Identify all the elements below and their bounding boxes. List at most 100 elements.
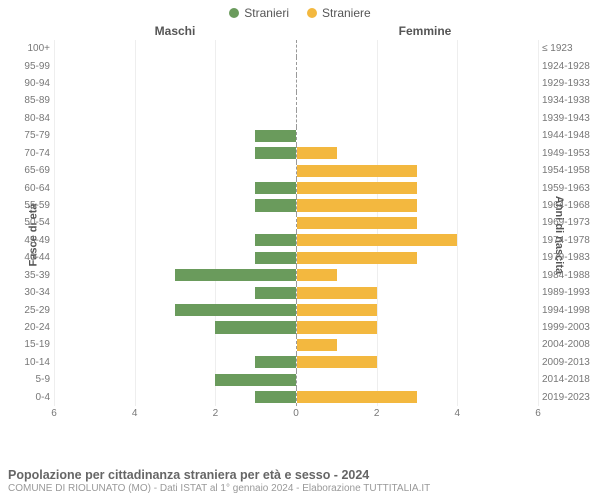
bar-female [297, 165, 418, 177]
age-label: 30-34 [6, 287, 50, 298]
male-half [54, 336, 297, 353]
age-label: 15-19 [6, 339, 50, 350]
bar-female [297, 321, 377, 333]
year-label: 2014-2018 [542, 374, 598, 385]
x-tick: 6 [51, 408, 57, 419]
male-half [54, 57, 297, 74]
bar-male [255, 130, 295, 142]
x-axis-left: 0246 [54, 406, 296, 430]
header-male: Maschi [0, 24, 300, 38]
age-label: 55-59 [6, 200, 50, 211]
female-half [297, 127, 539, 144]
female-half [297, 179, 539, 196]
bar-male [175, 269, 296, 281]
bar-female [297, 304, 377, 316]
table-row: 70-741949-1953 [54, 145, 538, 162]
female-half [297, 249, 539, 266]
bar-male [255, 391, 295, 403]
female-half [297, 162, 539, 179]
female-half [297, 284, 539, 301]
bar-female [297, 287, 377, 299]
table-row: 30-341989-1993 [54, 284, 538, 301]
age-label: 95-99 [6, 61, 50, 72]
female-half [297, 214, 539, 231]
female-half [297, 336, 539, 353]
year-label: 1959-1963 [542, 183, 598, 194]
x-tick: 4 [455, 408, 461, 419]
age-label: 10-14 [6, 357, 50, 368]
male-half [54, 92, 297, 109]
table-row: 15-192004-2008 [54, 336, 538, 353]
year-label: 1989-1993 [542, 287, 598, 298]
x-axis: 0246 2 4 6 [54, 406, 538, 430]
female-half [297, 197, 539, 214]
table-row: 90-941929-1933 [54, 75, 538, 92]
header-female: Femmine [300, 24, 600, 38]
table-row: 5-92014-2018 [54, 371, 538, 388]
table-row: 45-491974-1978 [54, 232, 538, 249]
table-row: 25-291994-1998 [54, 301, 538, 318]
table-row: 100+≤ 1923 [54, 40, 538, 57]
legend-label: Stranieri [244, 6, 289, 20]
male-half [54, 145, 297, 162]
female-half [297, 371, 539, 388]
male-half [54, 284, 297, 301]
table-row: 85-891934-1938 [54, 92, 538, 109]
bar-male [255, 147, 295, 159]
x-axis-right: 246 [296, 406, 538, 430]
age-label: 75-79 [6, 130, 50, 141]
year-label: 1924-1928 [542, 61, 598, 72]
male-half [54, 179, 297, 196]
table-row: 10-142009-2013 [54, 354, 538, 371]
bar-female [297, 356, 377, 368]
bar-male [255, 199, 295, 211]
table-row: 80-841939-1943 [54, 110, 538, 127]
chart-subtitle: COMUNE DI RIOLUNATO (MO) - Dati ISTAT al… [8, 483, 592, 494]
female-half [297, 354, 539, 371]
bar-male [255, 234, 295, 246]
male-half [54, 110, 297, 127]
male-half [54, 249, 297, 266]
age-label: 60-64 [6, 183, 50, 194]
bar-female [297, 182, 418, 194]
age-label: 50-54 [6, 217, 50, 228]
male-half [54, 354, 297, 371]
year-label: 2019-2023 [542, 392, 598, 403]
year-label: 1979-1983 [542, 252, 598, 263]
x-tick: 2 [213, 408, 219, 419]
bar-male [215, 374, 295, 386]
female-half [297, 388, 539, 405]
table-row: 20-241999-2003 [54, 319, 538, 336]
chart-title: Popolazione per cittadinanza straniera p… [8, 468, 592, 482]
footer: Popolazione per cittadinanza straniera p… [8, 468, 592, 494]
age-label: 85-89 [6, 95, 50, 106]
age-label: 100+ [6, 43, 50, 54]
female-half [297, 75, 539, 92]
age-label: 0-4 [6, 392, 50, 403]
male-half [54, 214, 297, 231]
table-row: 0-42019-2023 [54, 388, 538, 405]
bar-male [255, 287, 295, 299]
female-half [297, 301, 539, 318]
year-label: 1939-1943 [542, 113, 598, 124]
year-label: 1994-1998 [542, 305, 598, 316]
male-half [54, 371, 297, 388]
male-half [54, 301, 297, 318]
age-label: 20-24 [6, 322, 50, 333]
male-half [54, 40, 297, 57]
female-half [297, 266, 539, 283]
female-half [297, 57, 539, 74]
bar-male [255, 182, 295, 194]
age-label: 35-39 [6, 270, 50, 281]
bar-female [297, 147, 337, 159]
bar-female [297, 269, 337, 281]
year-label: 1969-1973 [542, 217, 598, 228]
year-label: 1934-1938 [542, 95, 598, 106]
x-tick: 2 [374, 408, 380, 419]
male-half [54, 127, 297, 144]
male-half [54, 162, 297, 179]
male-half [54, 319, 297, 336]
gridline [538, 40, 539, 406]
table-row: 55-591964-1968 [54, 197, 538, 214]
female-half [297, 110, 539, 127]
